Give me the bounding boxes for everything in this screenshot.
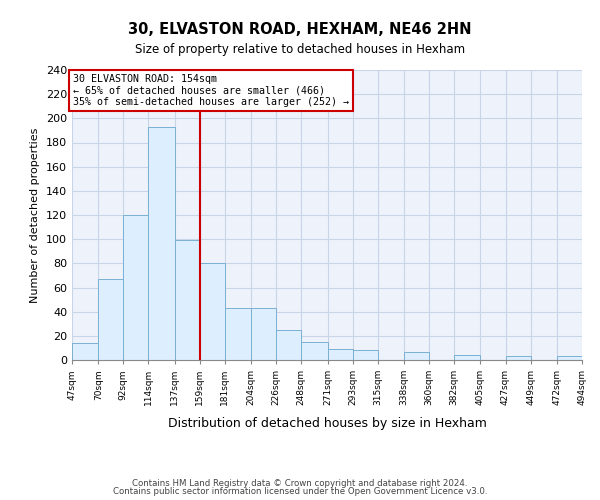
- Bar: [148, 127, 175, 360]
- Bar: [72, 343, 98, 360]
- Bar: [506, 356, 530, 360]
- Bar: [175, 240, 200, 360]
- Text: Contains HM Land Registry data © Crown copyright and database right 2024.: Contains HM Land Registry data © Crown c…: [132, 478, 468, 488]
- Bar: [98, 279, 124, 360]
- Bar: [404, 352, 429, 360]
- Bar: [353, 350, 378, 360]
- Bar: [557, 356, 582, 360]
- Bar: [328, 349, 353, 360]
- Bar: [225, 308, 251, 360]
- Bar: [200, 264, 225, 360]
- Bar: [276, 330, 301, 360]
- Bar: [124, 215, 148, 360]
- Text: Size of property relative to detached houses in Hexham: Size of property relative to detached ho…: [135, 42, 465, 56]
- Bar: [251, 308, 276, 360]
- Bar: [454, 355, 481, 360]
- Text: 30, ELVASTON ROAD, HEXHAM, NE46 2HN: 30, ELVASTON ROAD, HEXHAM, NE46 2HN: [128, 22, 472, 38]
- Text: 30 ELVASTON ROAD: 154sqm
← 65% of detached houses are smaller (466)
35% of semi-: 30 ELVASTON ROAD: 154sqm ← 65% of detach…: [73, 74, 349, 107]
- Bar: [301, 342, 328, 360]
- X-axis label: Distribution of detached houses by size in Hexham: Distribution of detached houses by size …: [167, 416, 487, 430]
- Text: Contains public sector information licensed under the Open Government Licence v3: Contains public sector information licen…: [113, 487, 487, 496]
- Y-axis label: Number of detached properties: Number of detached properties: [31, 128, 40, 302]
